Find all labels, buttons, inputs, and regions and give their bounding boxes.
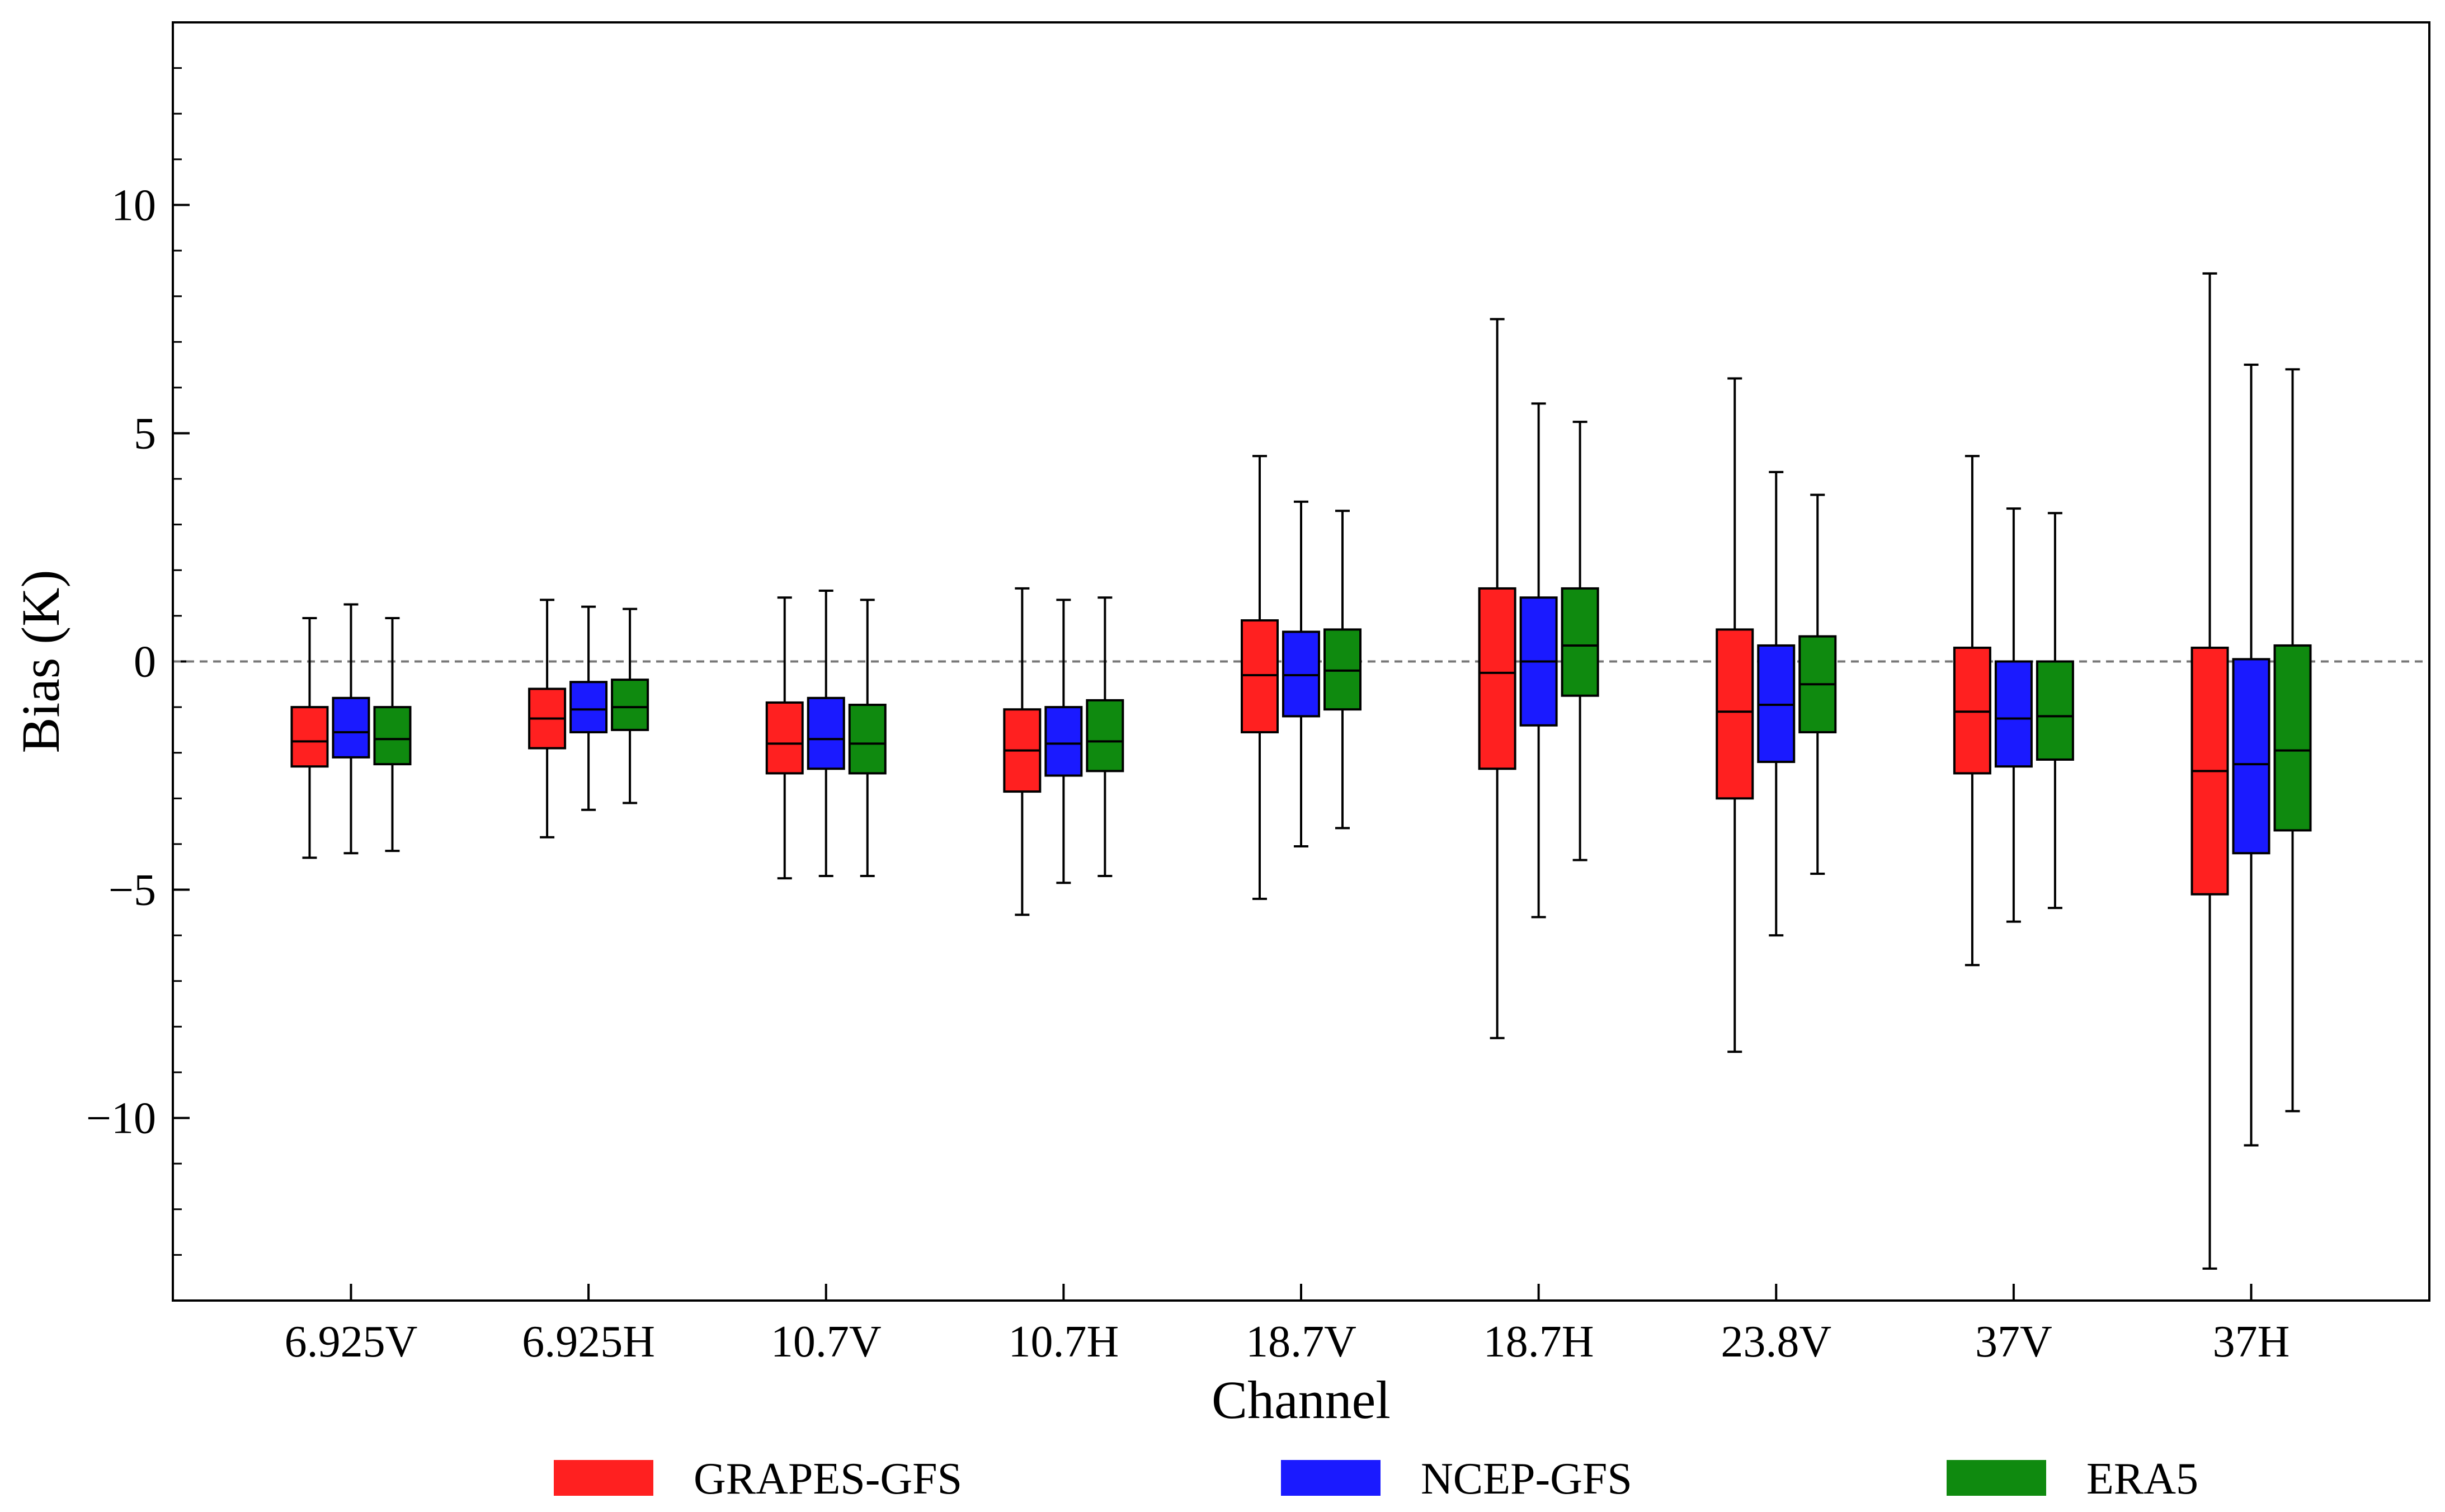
legend-swatch bbox=[1281, 1460, 1381, 1496]
box-body bbox=[1086, 699, 1124, 773]
legend-swatch bbox=[1947, 1460, 2046, 1496]
x-tick-label: 18.7H bbox=[1483, 1317, 1594, 1367]
box-GRAPES-GFS-23.8V bbox=[1716, 377, 1754, 1053]
y-tick-label: 0 bbox=[134, 638, 156, 687]
box-body bbox=[2036, 660, 2074, 761]
box-GRAPES-GFS-18.7H bbox=[1478, 318, 1516, 1039]
box-ERA5-10.7H bbox=[1086, 596, 1124, 878]
y-major-ticks bbox=[173, 204, 190, 1119]
box-body bbox=[1323, 628, 1362, 711]
box-group-23.8V bbox=[1716, 377, 1837, 1053]
box-NCEP-GFS-10.7V bbox=[807, 590, 845, 878]
box-body bbox=[1994, 660, 2033, 768]
box-NCEP-GFS-6.925V bbox=[332, 603, 370, 855]
x-tick-labels: 6.925V 6.925H 10.7V 10.7H 18.7V 18.7H 23.8V 37V… bbox=[285, 1317, 2290, 1367]
y-tick-label: 10 bbox=[111, 181, 156, 230]
box-body bbox=[611, 679, 649, 731]
legend: GRAPES-GFS NCEP-GFS ERA5 bbox=[554, 1454, 2198, 1504]
box-group-6.925V bbox=[290, 603, 412, 859]
box-group-37H bbox=[2190, 272, 2312, 1270]
legend-label: NCEP-GFS bbox=[1421, 1454, 1632, 1504]
box-NCEP-GFS-18.7V bbox=[1282, 500, 1320, 848]
x-tick-label: 37V bbox=[1975, 1317, 2052, 1367]
box-body bbox=[1716, 628, 1754, 800]
box-body bbox=[1282, 630, 1320, 718]
box-body bbox=[290, 706, 329, 768]
box-body bbox=[1241, 619, 1279, 733]
box-group-18.7H bbox=[1478, 318, 1599, 1039]
box-NCEP-GFS-23.8V bbox=[1757, 470, 1796, 937]
box-ERA5-18.7H bbox=[1561, 421, 1599, 861]
box-GRAPES-GFS-37H bbox=[2190, 272, 2229, 1270]
box-GRAPES-GFS-6.925H bbox=[528, 599, 567, 839]
box-NCEP-GFS-6.925H bbox=[569, 605, 608, 811]
box-ERA5-6.925H bbox=[611, 607, 649, 804]
box-GRAPES-GFS-6.925V bbox=[290, 616, 329, 859]
legend-label: GRAPES-GFS bbox=[694, 1454, 962, 1504]
x-tick-label: 37H bbox=[2213, 1317, 2290, 1367]
y-tick-labels: −10 −5 0 5 10 bbox=[86, 181, 156, 1143]
box-body bbox=[332, 696, 370, 759]
box-ERA5-23.8V bbox=[1798, 493, 1837, 875]
box-ERA5-18.7V bbox=[1323, 510, 1362, 830]
box-group-6.925H bbox=[528, 599, 649, 839]
box-ERA5-37V bbox=[2036, 512, 2074, 910]
box-body bbox=[373, 706, 412, 766]
plot-frame bbox=[172, 21, 2430, 1302]
box-group-10.7H bbox=[1003, 587, 1124, 916]
box-group-10.7V bbox=[765, 590, 887, 880]
box-body bbox=[1478, 587, 1516, 770]
box-ERA5-37H bbox=[2273, 368, 2312, 1113]
box-NCEP-GFS-18.7H bbox=[1519, 402, 1558, 918]
x-tick-label: 18.7V bbox=[1246, 1317, 1356, 1367]
box-body bbox=[848, 704, 887, 775]
box-NCEP-GFS-10.7H bbox=[1044, 599, 1083, 884]
x-tick-label: 10.7H bbox=[1008, 1317, 1119, 1367]
box-GRAPES-GFS-10.7V bbox=[765, 596, 804, 880]
legend-swatch bbox=[554, 1460, 653, 1496]
box-GRAPES-GFS-10.7H bbox=[1003, 587, 1042, 916]
box-body bbox=[569, 681, 608, 733]
box-GRAPES-GFS-18.7V bbox=[1241, 455, 1279, 900]
box-NCEP-GFS-37H bbox=[2232, 364, 2270, 1147]
box-group-18.7V bbox=[1241, 455, 1362, 900]
y-tick-label: −5 bbox=[109, 866, 156, 915]
box-body bbox=[1953, 647, 1991, 775]
legend-entry-GRAPES-GFS: GRAPES-GFS bbox=[554, 1454, 962, 1504]
y-axis-label: Bias (K) bbox=[11, 570, 70, 753]
x-tick-label: 23.8V bbox=[1721, 1317, 1831, 1367]
x-tick-label: 6.925V bbox=[285, 1317, 418, 1367]
legend-entry-NCEP-GFS: NCEP-GFS bbox=[1281, 1454, 1632, 1504]
box-body bbox=[2273, 644, 2312, 832]
box-groups bbox=[290, 272, 2312, 1270]
box-body bbox=[2232, 658, 2270, 855]
box-body bbox=[1561, 587, 1599, 697]
y-minor-ticks bbox=[173, 21, 182, 1302]
box-GRAPES-GFS-37V bbox=[1953, 455, 1991, 967]
box-body bbox=[765, 701, 804, 775]
box-NCEP-GFS-37V bbox=[1994, 507, 2033, 923]
legend-label: ERA5 bbox=[2086, 1454, 2198, 1504]
box-body bbox=[807, 696, 845, 770]
x-tick-label: 10.7V bbox=[771, 1317, 882, 1367]
box-ERA5-10.7V bbox=[848, 599, 887, 878]
box-ERA5-6.925V bbox=[373, 616, 412, 852]
x-tick-label: 6.925H bbox=[522, 1317, 655, 1367]
x-axis-label: Channel bbox=[1212, 1370, 1391, 1430]
box-body bbox=[1044, 706, 1083, 777]
box-body bbox=[1757, 644, 1796, 764]
y-tick-label: 5 bbox=[134, 409, 156, 458]
legend-entry-ERA5: ERA5 bbox=[1947, 1454, 2198, 1504]
y-tick-label: −10 bbox=[86, 1094, 156, 1143]
box-group-37V bbox=[1953, 455, 2074, 967]
x-axis-ticks bbox=[350, 1284, 2253, 1301]
